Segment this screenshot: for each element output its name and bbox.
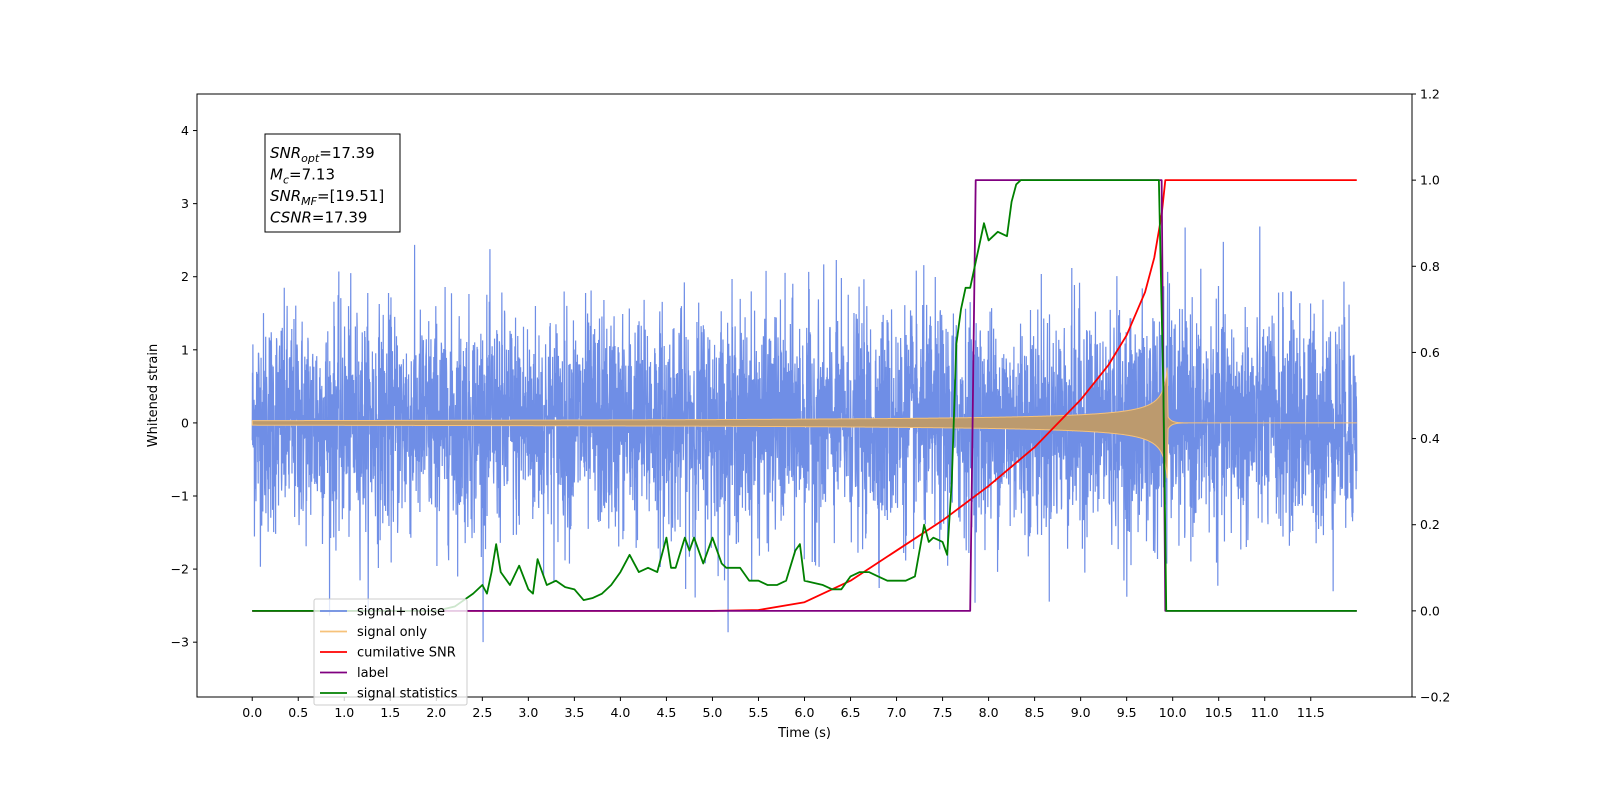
plot-area [251,179,1358,643]
y-left-tick-label: −2 [171,562,189,577]
y-left-tick-label: 2 [181,269,189,284]
x-tick-label: 4.5 [656,705,676,720]
x-tick-label: 11.5 [1297,705,1325,720]
x-tick-label: 6.0 [795,705,815,720]
y-axis-label: Whitened strain [146,344,161,447]
x-tick-label: 2.0 [426,705,446,720]
series-cumulative-snr [252,179,1357,612]
y-right-tick-label: 1.2 [1420,87,1440,102]
x-tick-label: 3.0 [518,705,538,720]
series-signal-only [251,367,1357,479]
x-tick-label: 3.5 [564,705,584,720]
annotation-frame [264,133,401,233]
y-axis-right: −0.2 0.0 0.2 0.4 0.6 0.8 1.0 1.2 [1412,87,1450,705]
x-tick-label: 8.0 [979,705,999,720]
x-tick-label: 11.0 [1251,705,1279,720]
legend-entry: cumilative SNR [357,646,456,661]
y-right-tick-label: 0.4 [1420,431,1440,446]
y-right-tick-label: 0.8 [1420,259,1440,274]
legend-entry: signal only [357,625,427,640]
annotation-box: SNRopt=17.39Mc=7.13SNRMF=[19.51]CSNR=17.… [264,133,401,233]
y-right-tick-label: 0.2 [1420,517,1440,532]
x-tick-label: 7.0 [887,705,907,720]
y-right-tick-label: 0.0 [1420,603,1440,618]
x-axis-label: Time (s) [777,726,831,741]
x-tick-label: 9.5 [1117,705,1137,720]
series-group [251,179,1358,643]
x-tick-label: 1.5 [380,705,400,720]
y-right-tick-label: 1.0 [1420,173,1440,188]
x-tick-label: 9.0 [1071,705,1091,720]
x-tick-label: 0.5 [288,705,308,720]
legend-entry: label [357,666,388,681]
x-axis: 0.0 0.5 1.0 1.5 2.0 2.5 3.0 3.5 4.0 4.5 5.0 5.5 6.0 6… [242,697,1325,720]
x-tick-label: 5.0 [703,705,723,720]
legend: signal+ noise signal only cumilative SNR la… [313,598,468,706]
x-tick-label: 1.0 [334,705,354,720]
annotation-line: Mc=7.13 [270,166,335,187]
x-tick-label: 10.5 [1205,705,1233,720]
annotation-line: SNRopt=17.39 [270,144,375,165]
y-left-tick-label: −3 [171,635,189,650]
x-tick-label: 5.5 [749,705,769,720]
legend-entry: signal+ noise [357,605,445,620]
y-left-tick-label: 0 [181,415,189,430]
x-tick-label: 10.0 [1159,705,1187,720]
y-right-tick-label: 0.6 [1420,345,1440,360]
y-left-tick-label: −1 [171,489,189,504]
y-left-tick-label: 4 [181,123,189,138]
annotation-line: CSNR=17.39 [270,209,367,227]
x-tick-label: 8.5 [1025,705,1045,720]
legend-frame [313,598,468,706]
legend-entry: signal statistics [357,687,458,702]
y-axis-left: −3 −2 −1 0 1 2 3 4 [171,123,197,650]
series-signal-statistics [252,179,1357,612]
annotation-line: SNRMF=[19.51] [270,187,384,208]
y-left-tick-label: 3 [181,196,189,211]
y-left-tick-label: 1 [181,342,189,357]
x-tick-label: 2.5 [472,705,492,720]
x-tick-label: 7.5 [933,705,953,720]
x-tick-label: 4.0 [610,705,630,720]
x-tick-label: 6.5 [841,705,861,720]
x-tick-label: 0.0 [242,705,262,720]
y-right-tick-label: −0.2 [1420,690,1450,705]
